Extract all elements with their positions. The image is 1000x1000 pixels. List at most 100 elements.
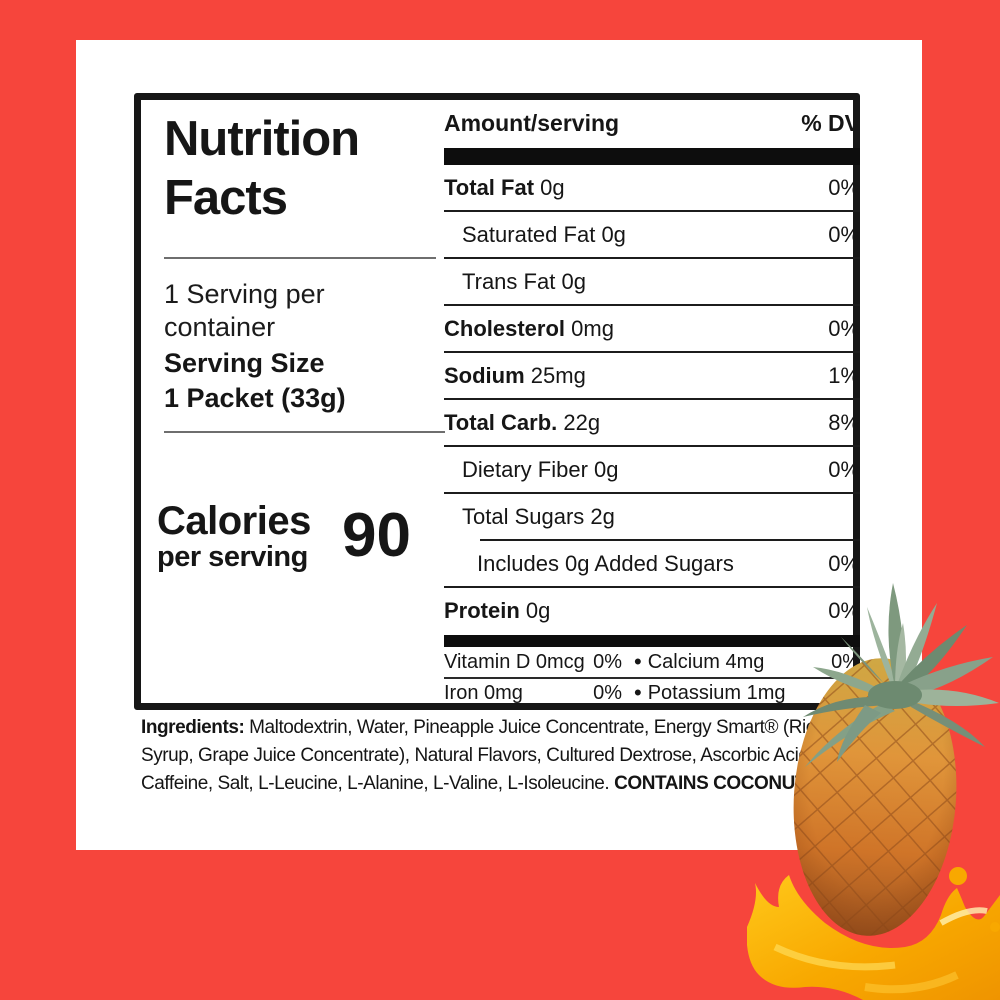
row-divider	[444, 351, 860, 353]
calories-label: Calories	[157, 499, 311, 543]
nutrient-amount: 2g	[590, 503, 615, 529]
nutrient-name: Total Fat	[444, 174, 535, 200]
calories-block: Calories per serving	[157, 500, 311, 572]
vitamin-dv: 0%	[593, 681, 622, 704]
nutrient-row-total-fat: Total Fat 0g 0%	[444, 165, 860, 210]
ingredients-line-3: Caffeine, Salt, L-Leucine, L-Alanine, L-…	[141, 770, 881, 798]
row-divider	[444, 398, 860, 400]
nutrient-table: Amount/serving % DV Total Fat 0g 0% Satu…	[444, 110, 860, 707]
nutrient-amount: 0g	[601, 221, 626, 247]
calories-value: 90	[342, 501, 411, 570]
servings-per-container: 1 Serving per container	[164, 278, 325, 344]
ingredients-text: Caffeine, Salt, L-Leucine, L-Alanine, L-…	[141, 773, 615, 794]
vitamin-name: Calcium 4mg	[647, 650, 765, 673]
nutrition-facts-panel: Nutrition Facts 1 Serving per container …	[134, 93, 860, 710]
row-divider	[444, 210, 860, 212]
nutrient-name: Cholesterol	[444, 315, 566, 341]
ingredients-line-2: Syrup, Grape Juice Concentrate), Natural…	[141, 745, 814, 766]
nutrient-dv: 0%	[828, 550, 860, 576]
serving-size-label: Serving Size	[164, 348, 325, 378]
bullet-separator: •	[634, 680, 642, 705]
section-bar-bottom	[444, 635, 860, 647]
pineapple-body	[793, 658, 957, 936]
nutrient-amount: 22g	[563, 409, 601, 435]
serving-size-value: 1 Packet (33g)	[164, 383, 346, 413]
amount-per-serving-header: Amount/serving	[444, 110, 620, 136]
pineapple-illustration	[747, 583, 1000, 1000]
row-divider-indented	[480, 539, 860, 541]
ingredients-line-1: Ingredients: Maltodextrin, Water, Pineap…	[141, 714, 881, 742]
left-divider-bottom	[164, 431, 445, 433]
vitamin-dv: 0%	[593, 650, 622, 673]
splash-highlight	[939, 907, 988, 926]
nutrient-row-dietary-fiber: Dietary Fiber 0g 0%	[444, 447, 860, 492]
crown-base	[868, 681, 922, 709]
nutrient-row-cholesterol: Cholesterol 0mg 0%	[444, 306, 860, 351]
splash-highlight	[864, 971, 959, 994]
ingredients-text: Maltodextrin, Water, Pineapple Juice Con…	[244, 717, 825, 738]
nutrition-facts-title: Nutrition Facts	[164, 110, 360, 228]
allergen-statement: CONTAINS COCONUT	[614, 773, 807, 794]
left-divider-top	[164, 257, 436, 259]
nutrient-name: Saturated Fat	[462, 221, 596, 247]
percent-dv-header: % DV	[801, 110, 860, 136]
nutrient-dv: 0%	[828, 221, 860, 247]
crown-leaf	[897, 603, 937, 687]
bullet-separator: •	[634, 649, 642, 674]
row-divider	[444, 257, 860, 259]
juice-droplet	[949, 867, 967, 885]
nutrient-row-added-sugars: Includes 0g Added Sugars 0%	[444, 541, 860, 586]
vitamin-name: Potassium 1mg	[647, 681, 786, 704]
nutrient-dv: 0%	[828, 315, 860, 341]
nutrient-row-protein: Protein 0g 0%	[444, 588, 860, 633]
servings-line-2: container	[164, 312, 276, 342]
nutrient-dv: 8%	[828, 409, 860, 435]
nutrient-amount: 0mg	[571, 315, 614, 341]
crown-leaf	[867, 607, 897, 685]
nutrient-name: Trans Fat	[462, 268, 556, 294]
row-divider	[444, 586, 860, 588]
juice-splash	[747, 867, 1000, 1000]
nutrient-dv: 1%	[828, 362, 860, 388]
nutrient-amount: 25mg	[530, 362, 586, 388]
splash-highlight	[773, 943, 896, 971]
crown-leaf	[803, 696, 889, 717]
crown-leaf	[905, 689, 999, 706]
ingredients-label: Ingredients:	[141, 717, 245, 738]
crown-leaf	[907, 699, 985, 747]
table-header: Amount/serving % DV	[444, 110, 860, 146]
nutrient-dv: 0%	[828, 174, 860, 200]
nutrient-name: Sodium	[444, 362, 525, 388]
row-divider	[444, 492, 860, 494]
nutrient-name: Dietary Fiber	[462, 456, 588, 482]
nutrient-name: Includes 0g Added Sugars	[477, 550, 734, 576]
section-bar-top	[444, 148, 860, 165]
pineapple-crown	[803, 583, 999, 767]
vitamin-name: Vitamin D 0mcg	[444, 650, 585, 673]
label-card: Nutrition Facts 1 Serving per container …	[76, 40, 922, 850]
nutrient-row-total-sugars: Total Sugars 2g	[444, 494, 860, 539]
nutrient-amount: 0g	[561, 268, 586, 294]
crown-leaf	[841, 637, 893, 691]
vitamin-name: Iron 0mg	[444, 681, 523, 704]
nutrient-name: Total Sugars	[462, 503, 585, 529]
crown-leaf	[837, 705, 881, 762]
crown-leaf	[903, 657, 993, 695]
serving-size: Serving Size 1 Packet (33g)	[164, 346, 346, 416]
row-divider	[444, 445, 860, 447]
nutrient-row-total-carb: Total Carb. 22g 8%	[444, 400, 860, 445]
nutrient-row-sodium: Sodium 25mg 1%	[444, 353, 860, 398]
nutrient-dv: 0%	[828, 597, 860, 623]
nutrient-row-saturated-fat: Saturated Fat 0g 0%	[444, 212, 860, 257]
nutrient-amount: 0g	[525, 597, 551, 623]
nutrient-dv: 0%	[828, 456, 860, 482]
calories-sublabel: per serving	[157, 541, 308, 573]
ingredients-statement: Ingredients: Maltodextrin, Water, Pineap…	[141, 714, 881, 798]
vitamin-row-1: Vitamin D 0mcg 0% • Calcium 4mg 0%	[444, 647, 860, 677]
nutrient-amount: 0g	[594, 456, 619, 482]
row-divider	[444, 677, 860, 679]
row-divider	[444, 304, 860, 306]
title-line-1: Nutrition	[164, 112, 360, 166]
juice-droplet	[990, 922, 1000, 932]
